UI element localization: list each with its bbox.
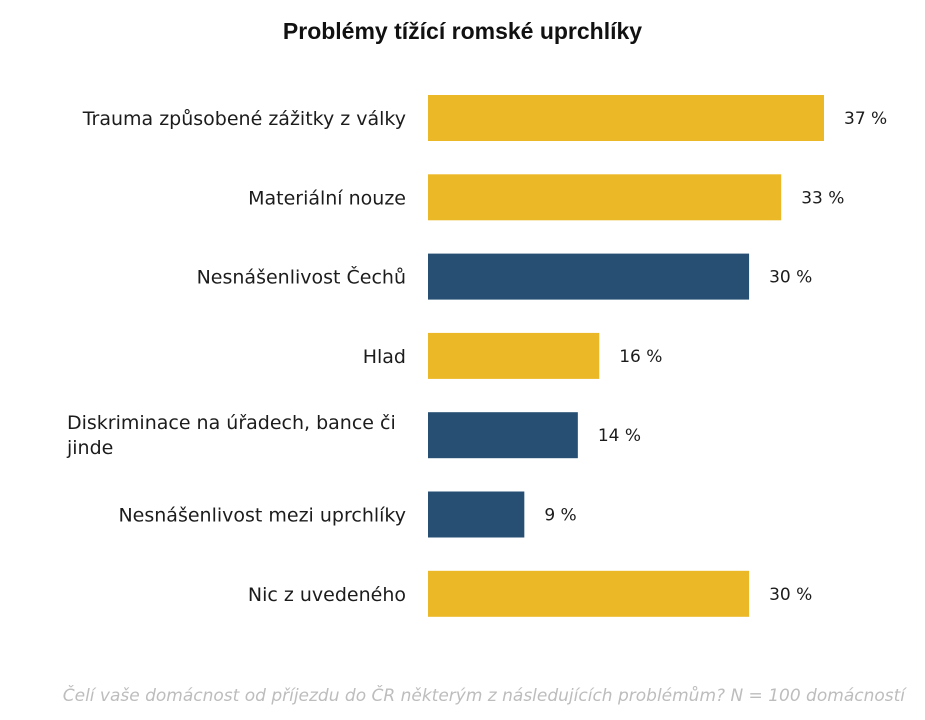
category-label-5: Nesnášenlivost mezi uprchlíky [118,505,406,527]
value-label-0: 37 % [844,109,887,129]
category-label-4: Diskriminace na úřadech, bance či jinde [66,412,396,459]
bar-5 [428,491,525,538]
bar-2 [428,253,750,300]
bar-3 [428,332,600,379]
value-label-6: 30 % [769,585,812,605]
value-label-1: 33 % [801,188,844,208]
category-label-2: Nesnášenlivost Čechů [197,265,406,289]
chart-title: Problémy tížící romské uprchlíky [282,18,643,44]
value-label-5: 9 % [544,506,576,526]
bar-4 [428,412,578,459]
category-label-1: Materiální nouze [248,187,406,209]
bar-6 [428,570,750,617]
value-label-3: 16 % [619,347,662,367]
value-label-4: 14 % [598,426,641,446]
category-label-6: Nic z uvedeného [248,584,406,606]
category-label-0: Trauma způsobené zážitky z války [82,108,406,130]
bar-0 [428,95,824,141]
category-label-3: Hlad [363,346,406,368]
chart-footnote: Čelí vaše domácnost od příjezdu do ČR ně… [62,686,905,706]
bar-1 [428,174,782,221]
value-label-2: 30 % [769,268,812,288]
